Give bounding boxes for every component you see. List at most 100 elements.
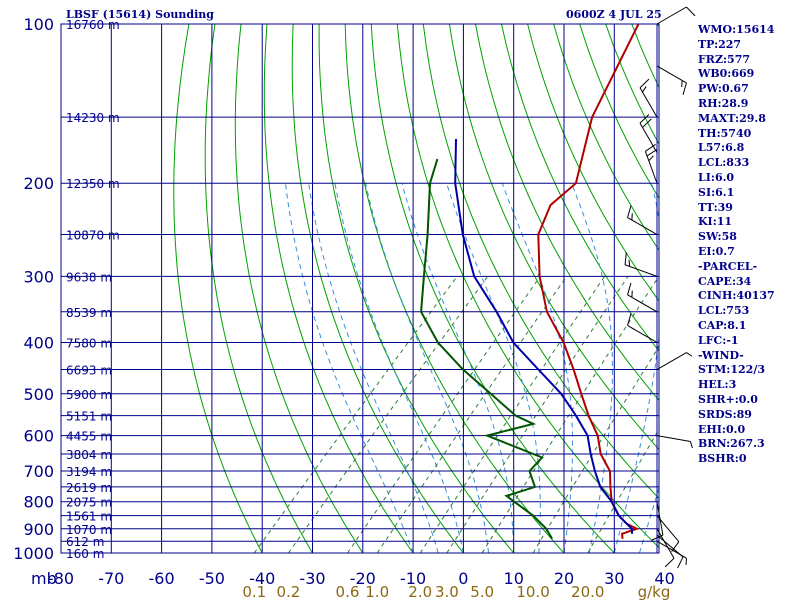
wind-barb-flag (664, 557, 675, 568)
height-label: 8539 m (66, 306, 112, 320)
mixing-ratio-line (347, 276, 541, 553)
wind-barb (639, 114, 658, 153)
pressure-tick-label: 300 (23, 267, 54, 286)
mixing-ratio-tick-label: 1.0 (365, 583, 389, 600)
wind-barb-shaft (627, 325, 658, 343)
wind-barb-flag (624, 252, 627, 265)
index-item: -PARCEL- (698, 259, 758, 273)
wind-barb (656, 528, 675, 568)
dry-adiabat (234, 24, 364, 553)
wind-barb-flag (627, 282, 632, 295)
index-item: -WIND- (698, 348, 744, 362)
wind-barbs (624, 6, 696, 569)
temperature-tick-label: -50 (199, 569, 225, 588)
temperature-tick-label: 10 (504, 569, 524, 588)
wind-barb-flag (686, 6, 696, 17)
height-label: 12350 m (66, 177, 120, 191)
height-label: 10870 m (66, 229, 120, 243)
index-item: RH:28.9 (698, 96, 749, 110)
pressure-tick-label: 400 (23, 333, 54, 352)
mixing-ratio-tick-label: 5.0 (470, 583, 494, 600)
index-item: PW:0.67 (698, 82, 749, 96)
dry-adiabat (291, 24, 464, 553)
height-label: 5151 m (66, 410, 112, 424)
isotherms (61, 24, 615, 553)
wind-barb-shaft (639, 87, 658, 118)
wind-barb-shaft (656, 528, 675, 559)
plot-border (60, 23, 660, 554)
index-item: TP:227 (698, 37, 742, 51)
wind-barb (656, 352, 693, 370)
mixing-ratio-line (287, 276, 489, 553)
wind-barb-shaft (627, 217, 658, 235)
index-item: SHR+:0.0 (698, 392, 758, 406)
pressure-tick-label: 700 (23, 462, 54, 481)
pressure-tick-label: 500 (23, 385, 54, 404)
index-item: LI:6.0 (698, 170, 735, 184)
height-label: 5900 m (66, 388, 112, 402)
mixing-ratio-line (419, 276, 606, 553)
wind-barb-flag (677, 556, 684, 569)
moist-adiabat (571, 183, 613, 553)
index-item: EI:0.7 (698, 244, 735, 258)
moist-adiabat (308, 183, 439, 553)
mixing-ratio-line (481, 276, 659, 553)
temperature-tick-label: 30 (604, 569, 624, 588)
index-item: KI:11 (698, 215, 733, 229)
mixing-ratio-tick-label: 2.0 (408, 583, 432, 600)
index-item: EHI:0.0 (698, 422, 746, 436)
wind-barb-shaft (656, 540, 687, 559)
wind-barb (656, 65, 687, 95)
height-labels: 16760 m 14230 m 12350 m 10870 m 9638 m 8539 m… (66, 18, 120, 561)
wind-barb-flag (642, 86, 647, 93)
index-item: WB0:669 (698, 67, 755, 81)
height-label: 7580 m (66, 336, 112, 350)
dewpoint-profile (420, 158, 553, 540)
height-label: 14230 m (66, 111, 120, 125)
wind-barb (639, 78, 658, 118)
dry-adiabat (204, 24, 313, 553)
mixing-ratio-line (376, 276, 568, 553)
height-label: 160 m (66, 547, 104, 561)
dry-adiabat (422, 24, 659, 500)
temperature-tick-label: 0 (458, 569, 468, 588)
mixing-ratio-line (253, 276, 458, 553)
dry-adiabat (318, 24, 515, 553)
wind-barb-shaft (656, 435, 691, 443)
index-item: HEL:3 (698, 378, 737, 392)
pressure-tick-label: 900 (23, 520, 54, 539)
wind-barb-flag (639, 114, 650, 124)
temperature-tick-label: -20 (350, 569, 376, 588)
mixing-ratio-tick-label: 10.0 (516, 583, 549, 600)
wind-barb-flag (628, 259, 631, 267)
index-item: SI:6.1 (698, 185, 735, 199)
wind-barb-flag (690, 441, 693, 449)
wind-barb-flag (627, 313, 632, 326)
wind-barb-shaft (656, 6, 687, 25)
pressure-unit-label: mb (31, 569, 57, 588)
mixing-ratio-tick-label: 3.0 (435, 583, 459, 600)
index-item: BRN:267.3 (698, 437, 765, 451)
wind-barb-flag (682, 82, 687, 95)
index-item: SW:58 (698, 230, 737, 244)
wind-barb-shaft (656, 515, 680, 543)
wind-barb-flag (639, 78, 650, 89)
height-label: 3804 m (66, 448, 112, 462)
index-item: TT:39 (698, 200, 733, 214)
pressure-tick-label: 800 (23, 493, 54, 512)
wind-barb (656, 540, 687, 565)
height-label: 2619 m (66, 481, 112, 495)
sounding-profiles (420, 24, 640, 540)
wind-barb-flag (646, 148, 658, 157)
temperature-tick-label: -10 (400, 569, 426, 588)
wind-barb-flag (627, 205, 632, 218)
temperature-tick-label: -40 (249, 569, 275, 588)
height-label: 16760 m (66, 18, 120, 32)
index-item: LFC:-1 (698, 333, 739, 347)
moist-adiabat (285, 183, 414, 553)
temperature-tick-label: -30 (299, 569, 325, 588)
wind-barb (627, 205, 658, 235)
station-title: LBSF (15614) Sounding (66, 8, 214, 21)
